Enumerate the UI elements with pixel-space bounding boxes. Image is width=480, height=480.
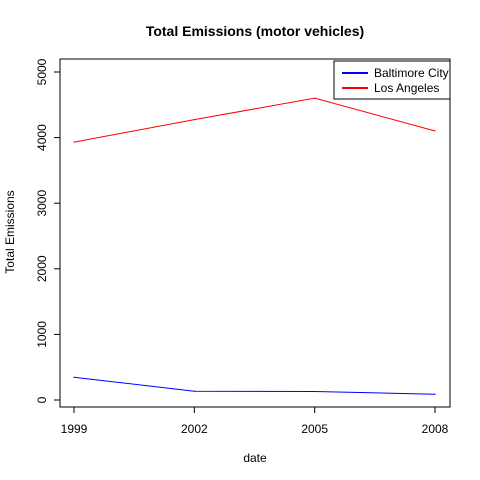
plot-area-border	[59, 58, 451, 408]
legend-box	[333, 60, 451, 100]
legend-label-los-angeles: Los Angeles	[374, 81, 439, 95]
data-point-los-angeles	[73, 141, 75, 143]
series-line-los-angeles	[73, 97, 436, 143]
x-tick-label: 2008	[422, 422, 449, 436]
y-axis: 0 1000 2000 3000 4000 5000	[35, 58, 61, 403]
data-point-los-angeles	[193, 119, 195, 121]
y-tick-label: 3000	[35, 190, 49, 217]
data-point-baltimore-city	[434, 393, 436, 395]
data-point-los-angeles	[434, 130, 436, 132]
data-point-baltimore-city	[193, 390, 195, 392]
chart-title: Total Emissions (motor vehicles)	[146, 23, 364, 39]
data-point-baltimore-city	[73, 376, 75, 378]
data-point-los-angeles	[314, 97, 316, 99]
data-point-baltimore-city	[314, 390, 316, 393]
x-axis: 1999 2002 2005 2008	[61, 406, 449, 436]
series-layer	[73, 97, 436, 395]
y-tick-label: 4000	[35, 124, 49, 151]
x-tick-label: 2005	[301, 422, 328, 436]
y-tick-label: 5000	[35, 58, 49, 85]
x-tick-label: 1999	[61, 422, 88, 436]
y-axis-label: Total Emissions	[3, 190, 17, 273]
y-tick-label: 0	[35, 396, 49, 403]
x-axis-label: date	[243, 451, 267, 465]
y-tick-label: 1000	[35, 321, 49, 348]
legend-label-baltimore: Baltimore City	[374, 66, 449, 80]
x-tick-label: 2002	[181, 422, 208, 436]
legend: Baltimore City Los Angeles	[333, 60, 451, 100]
y-tick-label: 2000	[35, 255, 49, 282]
series-line-baltimore-city	[73, 376, 436, 395]
